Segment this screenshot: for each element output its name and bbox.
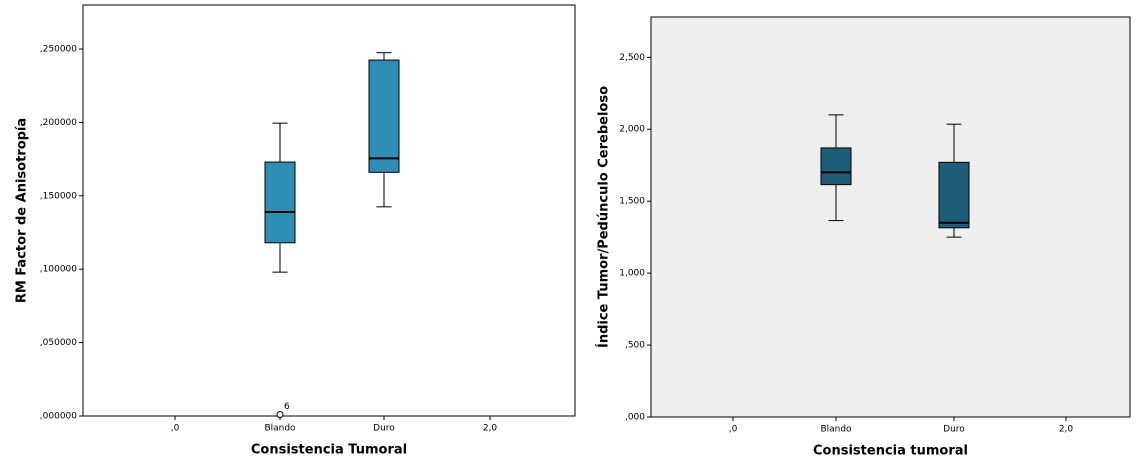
x-tick-label: Blando <box>820 425 852 435</box>
y-tick-label: ,100000 <box>40 265 77 275</box>
y-tick-label: 1,500 <box>619 197 645 207</box>
box <box>264 161 296 244</box>
x-tick-label: ,0 <box>171 424 180 434</box>
y-axis-title: RM Factor de Anisotropía <box>15 118 30 303</box>
x-tick-label: ,0 <box>729 425 738 435</box>
x-tick-label: 2,0 <box>483 424 498 434</box>
outlier <box>276 411 284 419</box>
plot-area <box>650 16 1131 418</box>
x-axis-title: Consistencia tumoral <box>813 444 968 459</box>
outlier-label: 6 <box>284 402 290 412</box>
box <box>368 59 400 173</box>
box <box>820 147 852 186</box>
x-tick-label: Blando <box>264 424 296 434</box>
y-tick-label: 2,000 <box>619 125 645 135</box>
box <box>938 161 970 229</box>
plot-area <box>82 4 576 417</box>
y-tick-label: ,050000 <box>40 338 77 348</box>
y-tick-label: 2,500 <box>619 53 645 63</box>
x-tick-label: 2,0 <box>1059 425 1074 435</box>
x-tick-label: Duro <box>373 424 395 434</box>
x-tick-label: Duro <box>943 425 965 435</box>
y-tick-label: ,000 <box>625 413 645 423</box>
y-tick-label: ,000000 <box>40 412 77 422</box>
y-tick-label: ,250000 <box>40 45 77 55</box>
y-tick-label: 1,000 <box>619 269 645 279</box>
y-tick-label: ,200000 <box>40 118 77 128</box>
y-tick-label: ,150000 <box>40 191 77 201</box>
y-tick-label: ,500 <box>625 341 645 351</box>
x-axis-title: Consistencia Tumoral <box>251 443 407 458</box>
y-axis-title: Índice Tumor/Pedúnculo Cerebeloso <box>596 86 612 348</box>
